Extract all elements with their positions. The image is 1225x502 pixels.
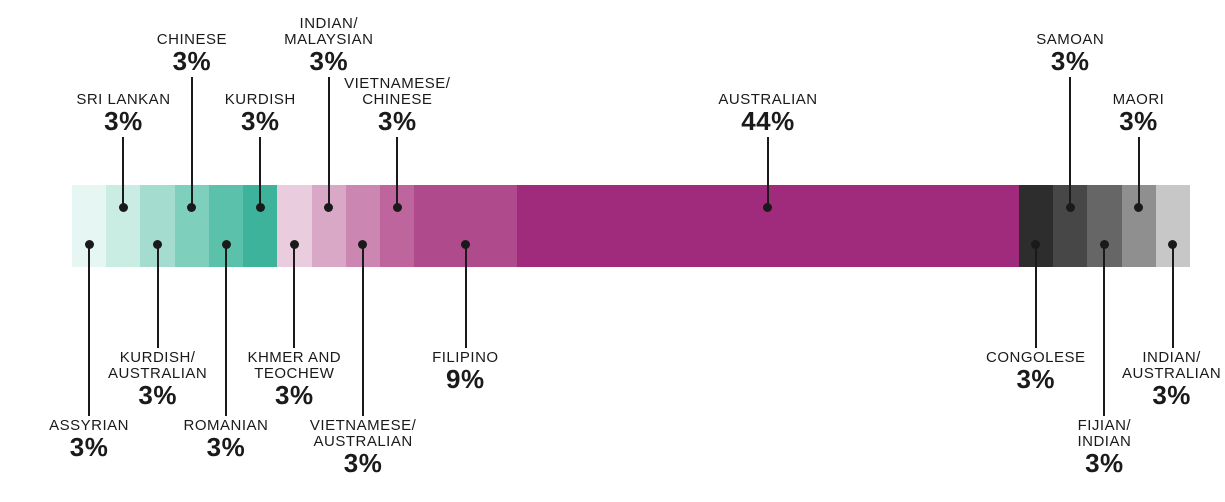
leader-dot-kurdish-australian xyxy=(153,240,162,249)
leader-filipino xyxy=(465,244,467,348)
label-australian: AUSTRALIAN44% xyxy=(718,92,817,135)
label-value: 3% xyxy=(986,366,1086,393)
leader-kurdish-australian xyxy=(157,244,159,348)
label-name: KURDISH/ AUSTRALIAN xyxy=(108,350,207,382)
label-congolese: CONGOLESE3% xyxy=(986,350,1086,393)
label-name: VIETNAMESE/ AUSTRALIAN xyxy=(310,418,416,450)
label-sri-lankan: SRI LANKAN3% xyxy=(76,92,170,135)
leader-fijian-indian xyxy=(1103,244,1105,416)
leader-congolese xyxy=(1035,244,1037,348)
label-value: 3% xyxy=(157,48,227,75)
label-name: KHMER AND TEOCHEW xyxy=(247,350,341,382)
label-name: INDIAN/ AUSTRALIAN xyxy=(1122,350,1221,382)
leader-sri-lankan xyxy=(122,137,124,208)
leader-chinese xyxy=(191,77,193,208)
leader-australian xyxy=(767,137,769,208)
leader-dot-indian-australian xyxy=(1168,240,1177,249)
label-value: 3% xyxy=(247,382,341,409)
leader-dot-assyrian xyxy=(85,240,94,249)
label-name: VIETNAMESE/ CHINESE xyxy=(344,76,450,108)
label-indian-malaysian: INDIAN/ MALAYSIAN3% xyxy=(284,16,373,75)
label-value: 3% xyxy=(1077,450,1131,477)
label-value: 9% xyxy=(432,366,499,393)
leader-indian-australian xyxy=(1172,244,1174,348)
leader-romanian xyxy=(225,244,227,416)
label-value: 3% xyxy=(1036,48,1104,75)
leader-dot-vietnamese-australian xyxy=(358,240,367,249)
label-name: INDIAN/ MALAYSIAN xyxy=(284,16,373,48)
label-khmer-teochew: KHMER AND TEOCHEW3% xyxy=(247,350,341,409)
leader-dot-fijian-indian xyxy=(1100,240,1109,249)
label-vietnamese-australian: VIETNAMESE/ AUSTRALIAN3% xyxy=(310,418,416,477)
label-value: 3% xyxy=(1122,382,1221,409)
label-value: 3% xyxy=(310,450,416,477)
leader-dot-filipino xyxy=(461,240,470,249)
label-value: 3% xyxy=(108,382,207,409)
label-value: 3% xyxy=(76,108,170,135)
label-value: 3% xyxy=(49,434,129,461)
label-value: 3% xyxy=(344,108,450,135)
label-kurdish-australian: KURDISH/ AUSTRALIAN3% xyxy=(108,350,207,409)
label-assyrian: ASSYRIAN3% xyxy=(49,418,129,461)
leader-khmer-teochew xyxy=(293,244,295,348)
label-chinese: CHINESE3% xyxy=(157,32,227,75)
leader-vietnamese-australian xyxy=(362,244,364,416)
leader-assyrian xyxy=(88,244,90,416)
leader-dot-romanian xyxy=(222,240,231,249)
label-fijian-indian: FIJIAN/ INDIAN3% xyxy=(1077,418,1131,477)
label-filipino: FILIPINO9% xyxy=(432,350,499,393)
leader-indian-malaysian xyxy=(328,77,330,208)
label-value: 3% xyxy=(1113,108,1165,135)
label-romanian: ROMANIAN3% xyxy=(184,418,269,461)
leader-dot-khmer-teochew xyxy=(290,240,299,249)
leader-samoan xyxy=(1069,77,1071,208)
leader-vietnamese-chinese xyxy=(396,137,398,208)
label-value: 3% xyxy=(284,48,373,75)
label-value: 3% xyxy=(184,434,269,461)
label-vietnamese-chinese: VIETNAMESE/ CHINESE3% xyxy=(344,76,450,135)
label-indian-australian: INDIAN/ AUSTRALIAN3% xyxy=(1122,350,1221,409)
label-name: FIJIAN/ INDIAN xyxy=(1077,418,1131,450)
ethnicity-stacked-bar: ASSYRIAN3% SRI LANKAN3% KURDISH/ AUSTRALIA… xyxy=(0,0,1225,502)
label-samoan: SAMOAN3% xyxy=(1036,32,1104,75)
label-value: 3% xyxy=(225,108,296,135)
label-maori: MAORI3% xyxy=(1113,92,1165,135)
leader-maori xyxy=(1138,137,1140,208)
label-value: 44% xyxy=(718,108,817,135)
label-kurdish: KURDISH3% xyxy=(225,92,296,135)
leader-kurdish xyxy=(259,137,261,208)
